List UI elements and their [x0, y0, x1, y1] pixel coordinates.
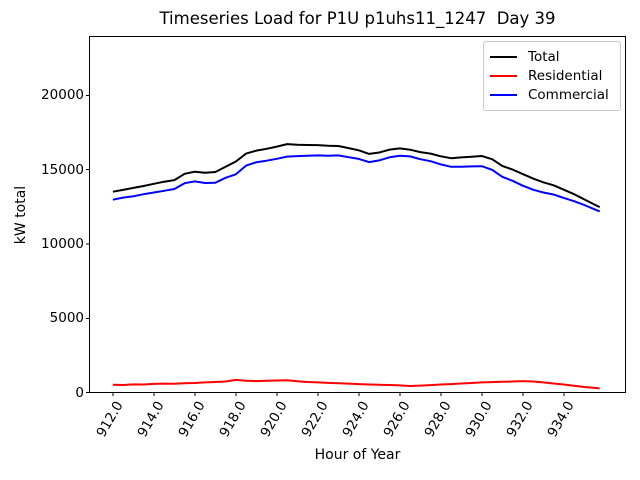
series-line-residential [112, 378, 600, 390]
y-tick-label: 5000 [49, 310, 84, 327]
legend-entry-residential: Residential [490, 68, 612, 84]
legend-entry-total: Total [490, 49, 612, 65]
total-line-swatch [490, 55, 517, 58]
commercial-line-swatch [490, 94, 517, 97]
x-axis-label: Hour of Year [314, 447, 401, 463]
chart-title: Timeseries Load for P1U p1uhs11_1247 Day… [159, 9, 556, 28]
y-tick-label: 10000 [41, 235, 84, 252]
legend-label: Total [528, 48, 560, 65]
axes-spines [88, 36, 626, 394]
y-tick-label: 15000 [41, 161, 84, 178]
legend-label: Residential [528, 67, 603, 84]
legend-entry-commercial: Commercial [490, 87, 612, 103]
legend: Total Residential Commercial [483, 41, 621, 111]
y-axis-label: kW total [13, 185, 29, 245]
y-tick-label: 20000 [41, 87, 84, 104]
residential-line-swatch [490, 74, 517, 77]
y-tick-label: 0 [75, 384, 84, 401]
series-line-commercial [112, 154, 601, 213]
series-line-total [112, 143, 601, 208]
legend-label: Commercial [528, 87, 609, 104]
